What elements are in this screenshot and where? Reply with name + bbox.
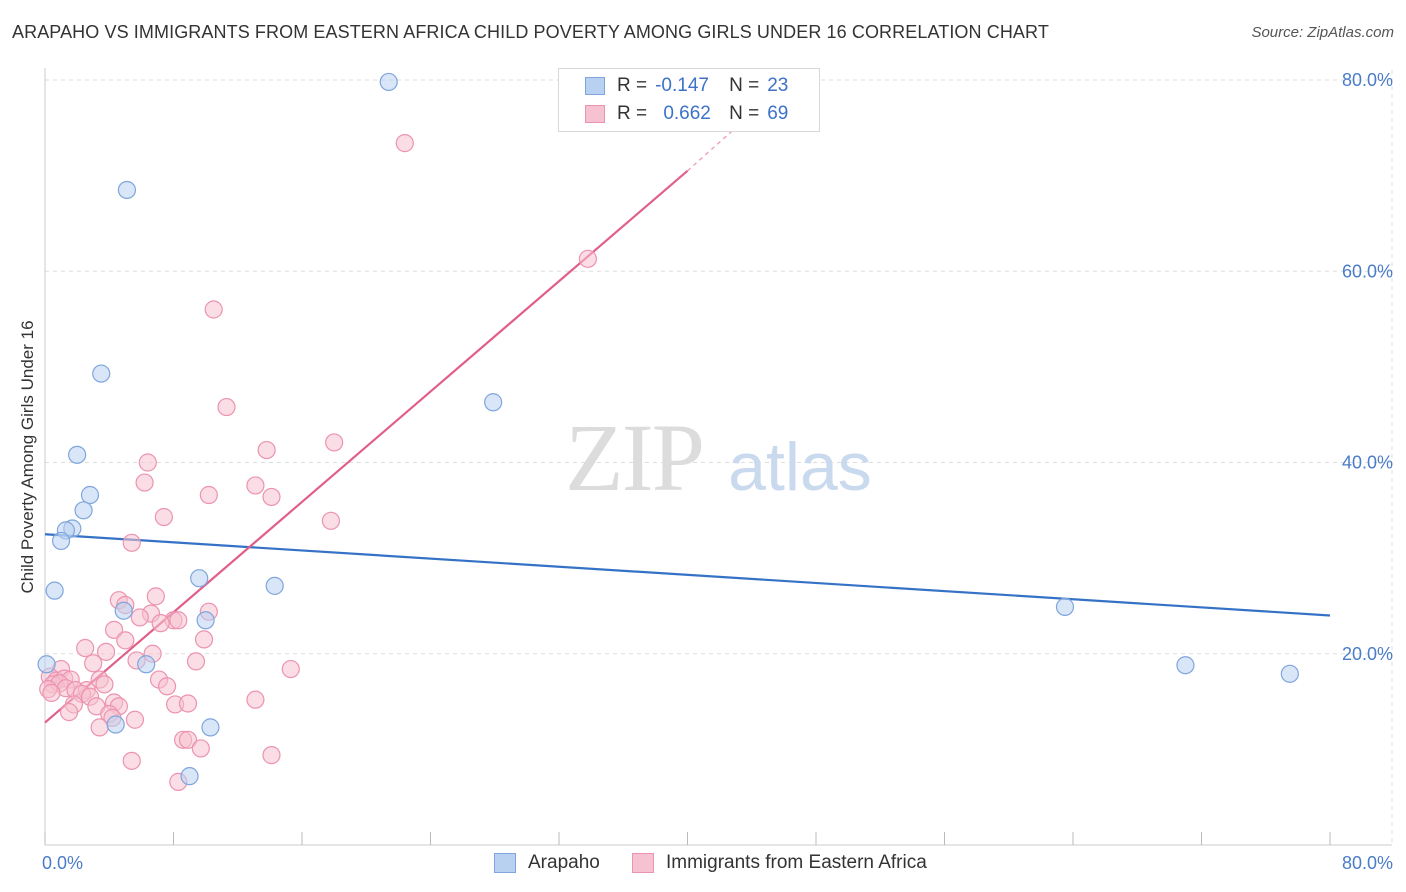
eastern-africa-point [395,134,414,153]
eastern-africa-point [246,476,265,495]
eastern-africa-point [122,533,141,552]
legend-n-value: 23 [767,75,789,96]
arapaho-point [51,531,71,551]
eastern-africa-point [217,397,236,417]
eastern-africa-point [146,587,165,606]
eastern-africa-point [157,677,177,696]
arapaho-point [117,180,137,200]
x-tick-label: 80.0% [1342,853,1393,873]
legend-r-value: 0.662 [663,103,711,124]
eastern-africa-point [246,690,265,709]
arapaho-point [68,445,87,464]
arapaho-point [37,655,56,674]
series-legend-arapaho: Arapaho [494,852,600,874]
axes [44,68,1392,846]
eastern-africa-point [76,638,95,658]
arapaho-point [45,581,64,600]
y-tick-label: 20.0% [1342,644,1393,664]
eastern-africa-point [281,659,300,679]
watermark-zip: ZIP [565,404,703,511]
eastern-africa-point [199,485,218,505]
legend-r-label: R = [617,103,648,124]
chart-title: ARAPAHO VS IMMIGRANTS FROM EASTERN AFRIC… [12,22,1049,42]
arapaho-point [180,767,199,786]
eastern-africa-point [151,614,170,633]
series-legend: Arapaho Immigrants from Eastern Africa [0,852,1406,878]
arapaho-point [80,485,100,505]
eastern-africa-point [194,630,214,649]
eastern-africa-point [95,675,114,694]
y-tick-label: 80.0% [1342,70,1393,90]
eastern-africa-point [59,702,79,722]
arapaho-point [190,569,209,588]
eastern-africa-point [42,683,61,703]
arapaho-point [201,718,220,737]
series-label-eastern-africa: Immigrants from Eastern Africa [666,852,927,873]
series-swatch-arapaho [494,853,516,873]
eastern-africa-point [325,433,344,452]
data-points [37,72,1299,791]
watermark-atlas: atlas [728,429,872,505]
y-tick-label: 40.0% [1342,453,1393,473]
eastern-africa-trend-extension [687,127,737,172]
legend-r-value: -0.147 [655,75,709,96]
arapaho-point [1280,664,1299,683]
arapaho-point [265,576,284,595]
legend-n-value: 69 [767,103,789,124]
legend-row-arapaho: R = -0.147 N = 23 [585,73,788,99]
eastern-africa-point [125,710,145,729]
eastern-africa-point [138,453,157,472]
eastern-africa-point [257,440,276,460]
arapaho-point [1055,597,1075,616]
arapaho-point [92,364,111,383]
eastern-africa-point [116,631,135,650]
legend-row-eastern-africa: R = 0.662 N = 69 [585,101,788,127]
arapaho-point [1176,656,1195,675]
eastern-africa-point [321,511,341,530]
arapaho-point [114,601,133,620]
eastern-africa-point [204,300,223,319]
eastern-africa-point [90,718,109,737]
eastern-africa-point [130,608,149,627]
arapaho-point [106,715,125,734]
grid [45,70,1393,845]
arapaho-point [196,611,215,630]
watermark: ZIP atlas [565,404,872,511]
tick-labels: 20.0% 40.0% 60.0% 80.0% 0.0% 80.0% [42,70,1393,873]
series-label-arapaho: Arapaho [528,852,600,873]
series-legend-eastern-africa: Immigrants from Eastern Africa [632,852,927,874]
y-axis-label: Child Poverty Among Girls Under 16 [18,320,37,593]
arapaho-point [74,501,93,520]
arapaho-trend-line [44,533,1331,617]
legend-swatch-arapaho [585,77,605,95]
eastern-africa-point [135,473,154,492]
eastern-africa-point [169,611,188,630]
eastern-africa-point [262,746,281,765]
eastern-africa-point [178,730,198,749]
source-label: Source: ZipAtlas.com [1251,24,1394,41]
eastern-africa-point [178,694,198,713]
eastern-africa-point [122,751,141,770]
eastern-africa-point [104,620,124,639]
legend-r-label: R = [617,75,648,96]
series-swatch-eastern-africa [632,853,654,873]
legend-n-label: N = [729,75,760,96]
x-tick-label: 0.0% [42,853,83,873]
y-tick-label: 60.0% [1342,261,1393,281]
eastern-africa-point [191,739,210,758]
arapaho-point [379,72,398,92]
eastern-africa-point [262,487,281,507]
legend-swatch-eastern-africa [585,105,605,123]
stats-legend: R = -0.147 N = 23 R = 0.662 N = 69 [558,68,820,132]
eastern-africa-point [84,654,103,673]
eastern-africa-point [154,507,173,527]
eastern-africa-point [578,249,598,268]
eastern-africa-point [96,642,116,661]
arapaho-point [137,655,156,674]
eastern-africa-point [186,652,206,671]
arapaho-point [484,393,503,412]
legend-n-label: N = [729,103,760,124]
